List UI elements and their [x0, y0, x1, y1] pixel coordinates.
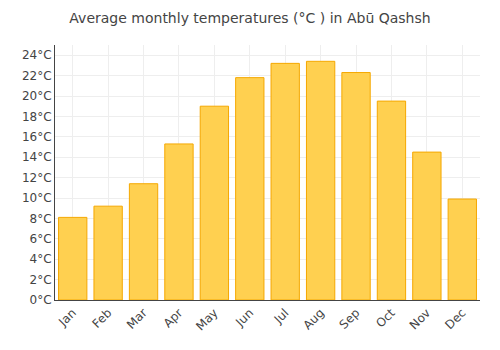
svg-text:Sep: Sep	[337, 306, 363, 332]
svg-text:Dec: Dec	[442, 306, 468, 332]
svg-text:10°C: 10°C	[22, 191, 52, 205]
svg-text:12°C: 12°C	[22, 171, 52, 185]
svg-text:Jul: Jul	[271, 306, 292, 327]
svg-text:8°C: 8°C	[30, 212, 52, 226]
svg-text:14°C: 14°C	[22, 150, 52, 164]
svg-text:Feb: Feb	[90, 306, 115, 331]
svg-text:Average monthly temperatures (: Average monthly temperatures (°C ) in Ab…	[69, 10, 430, 26]
svg-text:Mar: Mar	[124, 306, 150, 332]
svg-text:6°C: 6°C	[30, 232, 52, 246]
svg-text:4°C: 4°C	[30, 252, 52, 266]
svg-text:16°C: 16°C	[22, 130, 52, 144]
svg-text:24°C: 24°C	[22, 48, 52, 62]
svg-text:Oct: Oct	[373, 306, 398, 331]
svg-text:0°C: 0°C	[30, 293, 52, 307]
svg-text:20°C: 20°C	[22, 89, 52, 103]
svg-text:May: May	[193, 306, 220, 333]
svg-text:Jan: Jan	[55, 306, 79, 330]
svg-text:18°C: 18°C	[22, 110, 52, 124]
svg-text:Aug: Aug	[301, 306, 327, 332]
svg-text:Nov: Nov	[407, 306, 433, 332]
svg-text:Apr: Apr	[161, 306, 186, 331]
svg-text:22°C: 22°C	[22, 69, 52, 83]
svg-text:Jun: Jun	[232, 306, 256, 330]
svg-text:2°C: 2°C	[30, 273, 52, 287]
